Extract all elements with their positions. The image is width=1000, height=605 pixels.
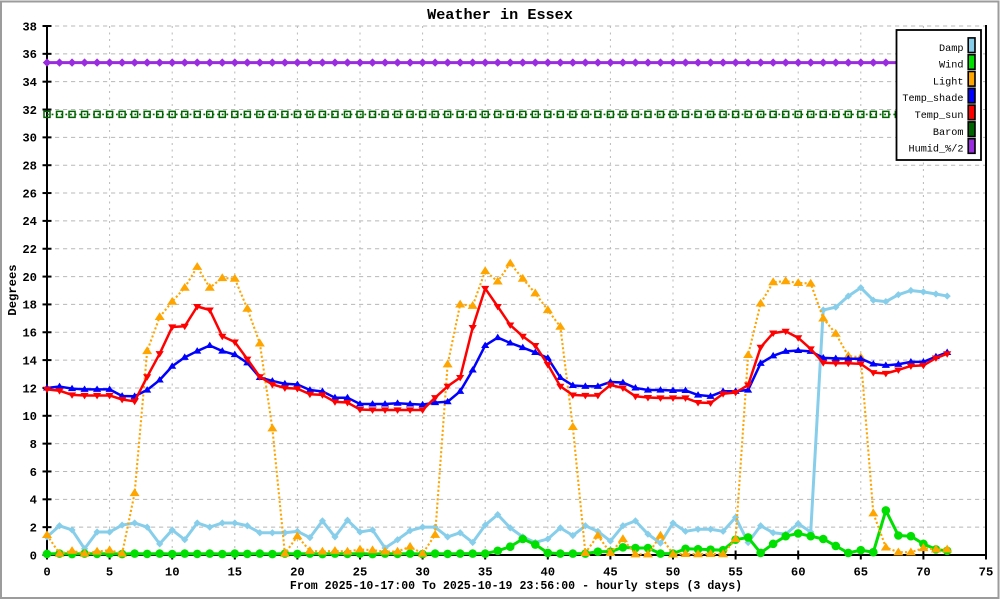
svg-text:10: 10: [22, 410, 37, 424]
svg-text:2: 2: [30, 521, 37, 535]
svg-text:35: 35: [478, 566, 493, 580]
svg-text:22: 22: [22, 243, 37, 257]
svg-text:75: 75: [979, 566, 994, 580]
svg-text:From 2025-10-17:00 To 2025-10-: From 2025-10-17:00 To 2025-10-19 23:56:0…: [290, 580, 742, 593]
svg-text:Wind: Wind: [939, 60, 963, 72]
svg-text:40: 40: [540, 566, 555, 580]
svg-text:Temp_shade: Temp_shade: [902, 93, 963, 105]
svg-text:26: 26: [22, 187, 37, 201]
svg-text:34: 34: [22, 76, 37, 90]
svg-text:24: 24: [22, 215, 37, 229]
svg-text:25: 25: [353, 566, 368, 580]
svg-text:Light: Light: [933, 76, 964, 88]
svg-text:Degrees: Degrees: [6, 264, 20, 315]
svg-text:6: 6: [30, 466, 37, 480]
svg-text:Temp_sun: Temp_sun: [915, 111, 964, 122]
svg-text:0: 0: [43, 566, 50, 580]
svg-text:14: 14: [22, 354, 37, 368]
svg-text:Barom: Barom: [933, 128, 964, 139]
svg-text:20: 20: [22, 271, 37, 285]
svg-text:12: 12: [22, 382, 37, 396]
svg-text:36: 36: [22, 48, 37, 62]
svg-text:38: 38: [22, 20, 37, 34]
svg-text:10: 10: [165, 566, 180, 580]
svg-text:28: 28: [22, 160, 37, 174]
svg-text:16: 16: [22, 327, 37, 341]
svg-text:50: 50: [666, 566, 681, 580]
svg-text:30: 30: [22, 132, 37, 146]
svg-text:30: 30: [415, 566, 430, 580]
svg-text:15: 15: [227, 566, 242, 580]
svg-text:70: 70: [916, 566, 931, 580]
svg-text:45: 45: [603, 566, 618, 580]
svg-text:5: 5: [106, 566, 113, 580]
svg-text:65: 65: [853, 566, 868, 580]
svg-text:18: 18: [22, 299, 37, 313]
svg-text:55: 55: [728, 566, 743, 580]
svg-text:Weather in Essex: Weather in Essex: [427, 6, 573, 24]
svg-text:0: 0: [30, 549, 37, 563]
svg-text:60: 60: [791, 566, 806, 580]
svg-text:20: 20: [290, 566, 305, 580]
svg-text:8: 8: [30, 438, 37, 452]
svg-text:32: 32: [22, 104, 37, 118]
svg-text:Damp: Damp: [939, 44, 963, 55]
svg-text:4: 4: [30, 494, 37, 508]
svg-text:Humid_%/2: Humid_%/2: [908, 144, 963, 156]
